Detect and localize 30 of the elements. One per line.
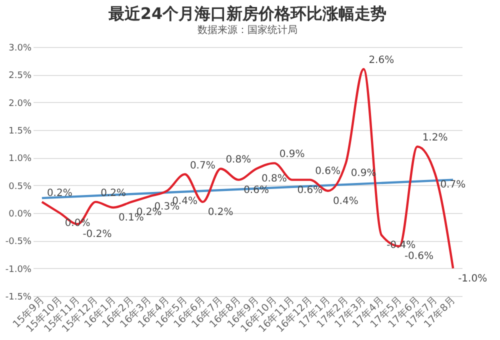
data-label: -0.4%	[386, 240, 416, 252]
data-label: 0.1%	[118, 212, 144, 224]
y-tick-label: 2.0%	[8, 98, 32, 109]
data-label: 1.2%	[422, 132, 448, 144]
data-label: -0.6%	[404, 251, 434, 262]
data-label: 0.2%	[46, 188, 72, 199]
data-label: 0.6%	[315, 166, 340, 177]
data-label: 0.4%	[332, 196, 358, 207]
data-label: 0.6%	[297, 184, 323, 196]
data-label: 0.7%	[440, 179, 466, 190]
data-label: 0.0%	[64, 218, 90, 229]
y-tick-label: -1.0%	[5, 264, 32, 275]
data-label: -1.0%	[458, 273, 488, 284]
y-tick-label: 1.5%	[8, 126, 32, 136]
y-tick-label: 3.0%	[8, 44, 32, 54]
data-label: 0.7%	[190, 160, 216, 172]
y-tick-label: 2.5%	[8, 71, 32, 82]
y-tick-label: -0.5%	[5, 237, 32, 248]
data-label: 0.2%	[208, 206, 234, 218]
y-tick-label: -1.5%	[5, 292, 32, 302]
chart-title: 最近24个月海口新房价格环比涨幅走势	[107, 4, 387, 23]
y-tick-label: 1.0%	[8, 154, 32, 164]
data-label: 0.8%	[261, 174, 287, 185]
data-label: -0.2%	[82, 229, 112, 240]
chart-subtitle: 数据来源：国家统计局	[198, 24, 298, 36]
y-tick-label: 0.0%	[8, 210, 32, 220]
data-label: 0.9%	[279, 149, 305, 160]
y-tick-label: 0.5%	[8, 182, 32, 192]
data-label: 0.8%	[226, 154, 252, 166]
data-label: 2.6%	[368, 55, 394, 66]
